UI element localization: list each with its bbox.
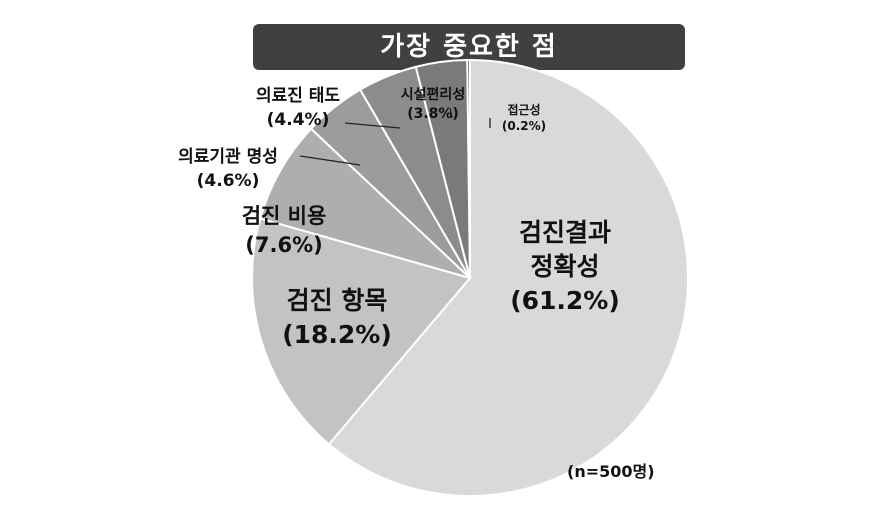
slice-label-attitude-line1: 의료진 태도 <box>255 86 341 106</box>
pie-slice-items <box>251 217 472 446</box>
slice-label-attitude-pct: (4.4%) <box>266 110 330 130</box>
slice-label-cost: 검진 비용 (7.6%) <box>214 202 354 260</box>
slice-label-accuracy-line1: 검진결과 <box>518 218 611 247</box>
leader-line-attitude <box>344 122 401 129</box>
pie-slice-accuracy <box>327 58 689 497</box>
slice-label-cost-pct: (7.6%) <box>245 233 323 257</box>
slice-label-accuracy-pct: (61.2%) <box>510 286 620 315</box>
slice-label-facility-line1: 시설편리성 <box>400 87 466 103</box>
slice-label-accuracy-line2: 정확성 <box>530 252 600 281</box>
slice-label-reputation: 의료기관 명성 (4.6%) <box>143 145 313 193</box>
slice-label-items: 검진 항목 (18.2%) <box>262 284 412 352</box>
slice-label-access-line1: 접근성 <box>507 103 541 117</box>
slice-label-accuracy: 검진결과 정확성 (61.2%) <box>495 216 635 318</box>
slice-label-facility-pct: (3.8%) <box>407 106 459 122</box>
pie-slice-access <box>466 58 471 279</box>
slice-label-access-pct: (0.2%) <box>501 119 547 133</box>
slice-label-attitude: 의료진 태도 (4.4%) <box>233 84 363 132</box>
sample-size-note: (n=500명) <box>567 462 655 481</box>
leader-line-reputation <box>299 155 361 166</box>
slice-label-cost-line1: 검진 비용 <box>241 204 327 228</box>
slice-label-items-pct: (18.2%) <box>282 320 392 349</box>
pie-slice-cost <box>259 127 471 279</box>
slice-label-items-line1: 검진 항목 <box>286 286 388 315</box>
slice-label-access: 접근성 (0.2%) <box>494 102 554 134</box>
leader-line-facility <box>449 107 453 119</box>
slice-label-facility: 시설편리성 (3.8%) <box>378 86 488 124</box>
slice-label-reputation-pct: (4.6%) <box>196 171 260 191</box>
slice-label-reputation-line1: 의료기관 명성 <box>178 147 278 167</box>
